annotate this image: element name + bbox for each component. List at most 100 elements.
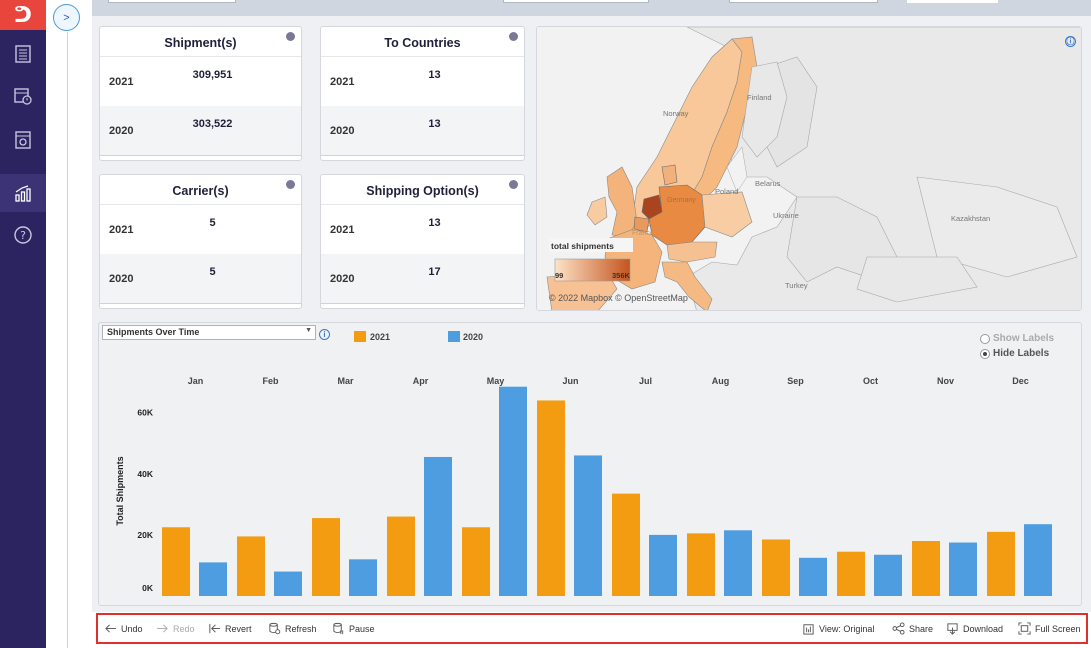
settings-window-icon[interactable]: [0, 121, 46, 159]
kpi-menu-dot[interactable]: [509, 32, 518, 41]
bar-2021-jun[interactable]: [537, 400, 565, 596]
bar-2020-feb[interactable]: [274, 571, 302, 596]
map-info-icon[interactable]: ⓘ: [1065, 36, 1076, 47]
bar-2021-sep[interactable]: [762, 539, 790, 596]
bar-2021-feb[interactable]: [237, 536, 265, 596]
pause-button[interactable]: Pause: [332, 615, 375, 642]
bar-2020-oct[interactable]: [874, 554, 902, 596]
bar-2020-jun[interactable]: [574, 455, 602, 596]
bar-2021-mar[interactable]: [312, 518, 340, 596]
legend-swatch-2021[interactable]: [354, 331, 366, 342]
kpi-year: 2020: [109, 273, 134, 285]
chart-info-icon[interactable]: i: [319, 329, 330, 340]
month-label: Sep: [787, 376, 804, 386]
viz-toolbar: Undo Redo Revert Refresh Pause View: Ori…: [96, 613, 1088, 644]
month-label: Mar: [337, 376, 354, 386]
map-attribution[interactable]: © 2022 Mapbox © OpenStreetMap: [549, 293, 688, 303]
kpi-year: 2020: [330, 273, 355, 285]
month-label: Jan: [188, 376, 204, 386]
kpi-menu-dot[interactable]: [286, 32, 295, 41]
share-label: Share: [909, 623, 934, 634]
redo-button[interactable]: Redo: [156, 615, 195, 642]
kpi-title: Carrier(s): [172, 184, 229, 198]
app-logo[interactable]: ᕤ: [0, 0, 46, 30]
map-legend-min: 99: [555, 271, 564, 280]
filter-control[interactable]: [729, 0, 878, 3]
filter-control[interactable]: [503, 0, 649, 3]
map-place-label: Germany: [667, 197, 696, 204]
help-icon[interactable]: ?: [0, 216, 46, 254]
radio-button[interactable]: [980, 348, 990, 359]
legend-swatch-2020[interactable]: [448, 331, 460, 342]
fullscreen-button[interactable]: Full Screen: [1018, 615, 1081, 642]
kpi-row: 2020 5: [100, 254, 301, 304]
reports-icon[interactable]: [0, 35, 46, 73]
map-place-label: France: [632, 230, 654, 237]
share-button[interactable]: Share: [892, 615, 933, 642]
revert-label: Revert: [225, 623, 252, 634]
filter-control[interactable]: [108, 0, 236, 3]
bar-2020-may[interactable]: [499, 386, 527, 596]
filter-strip: [92, 0, 1091, 16]
kpi-row: 2020 303,522: [100, 106, 301, 156]
bar-2021-aug[interactable]: [687, 533, 715, 596]
kpi-value: 17: [428, 266, 441, 278]
map-place-label: Finland: [747, 93, 772, 102]
sidebar-toggle-button[interactable]: >: [53, 4, 80, 31]
bar-2020-aug[interactable]: [724, 530, 752, 596]
chevron-down-icon: ▼: [305, 327, 312, 334]
kpi-value: 309,951: [192, 69, 233, 81]
show-labels-radio[interactable]: Show Labels: [980, 333, 1054, 344]
bar-2021-nov[interactable]: [912, 541, 940, 596]
kpi-menu-dot[interactable]: [286, 180, 295, 189]
kpi-menu-dot[interactable]: [509, 180, 518, 189]
map-place-label: Norway: [663, 109, 689, 118]
bar-2021-may[interactable]: [462, 527, 490, 596]
kpi-year: 2021: [109, 224, 134, 236]
vertical-divider: [67, 32, 68, 648]
kpi-card-carriers: Carrier(s) 2021 5 2020 5: [99, 174, 302, 309]
map-legend-gradient: [554, 258, 631, 282]
bar-2020-dec[interactable]: [1024, 524, 1052, 596]
legend-label-2020[interactable]: 2020: [463, 332, 484, 342]
y-tick-label: 0K: [142, 583, 154, 593]
month-label: May: [487, 376, 505, 386]
bar-2020-jan[interactable]: [199, 562, 227, 596]
map-place-label: Poland: [715, 187, 739, 196]
month-label: Dec: [1012, 376, 1029, 386]
bar-2020-apr[interactable]: [424, 456, 452, 596]
bar-2021-jul[interactable]: [612, 493, 640, 596]
month-label: Aug: [712, 376, 730, 386]
undo-button[interactable]: Undo: [104, 615, 143, 642]
kpi-value: 303,522: [192, 118, 233, 130]
hide-labels-radio[interactable]: Hide Labels: [980, 348, 1049, 359]
bar-2020-mar[interactable]: [349, 559, 377, 596]
analytics-icon[interactable]: [0, 174, 46, 212]
radio-button[interactable]: [980, 333, 990, 344]
bar-2021-apr[interactable]: [387, 516, 415, 596]
shipments-map[interactable]: total shipments 99 356K © 2022 Mapbox © …: [536, 26, 1082, 311]
filter-control[interactable]: [907, 0, 998, 3]
pause-icon: [333, 622, 344, 635]
share-icon: [892, 622, 905, 635]
kpi-year: 2021: [330, 76, 355, 88]
fullscreen-icon: [1018, 622, 1031, 635]
bar-2021-dec[interactable]: [987, 531, 1015, 596]
kpi-value: 13: [428, 118, 441, 130]
bar-2020-sep[interactable]: [799, 557, 827, 596]
bar-2021-jan[interactable]: [162, 527, 190, 596]
show-labels-text: Show Labels: [993, 333, 1055, 344]
view-original-button[interactable]: View: Original: [802, 615, 874, 642]
calendar-clock-icon[interactable]: [0, 77, 46, 115]
shipments-bar-chart: Jan Feb Mar Apr May Jun Jul Aug Sep Oct Nov Dec 0K 2…: [115, 376, 1052, 596]
measure-select[interactable]: Shipments Over Time ▼: [102, 325, 316, 340]
kpi-year: 2020: [330, 125, 355, 137]
bar-2020-jul[interactable]: [649, 534, 677, 596]
bar-2020-nov[interactable]: [949, 542, 977, 596]
bar-2021-oct[interactable]: [837, 551, 865, 596]
revert-button[interactable]: Revert: [208, 615, 252, 642]
refresh-button[interactable]: Refresh: [268, 615, 317, 642]
download-button[interactable]: Download: [946, 615, 1003, 642]
legend-label-2021[interactable]: 2021: [370, 332, 391, 342]
map-place-label: Turkey: [785, 281, 808, 290]
